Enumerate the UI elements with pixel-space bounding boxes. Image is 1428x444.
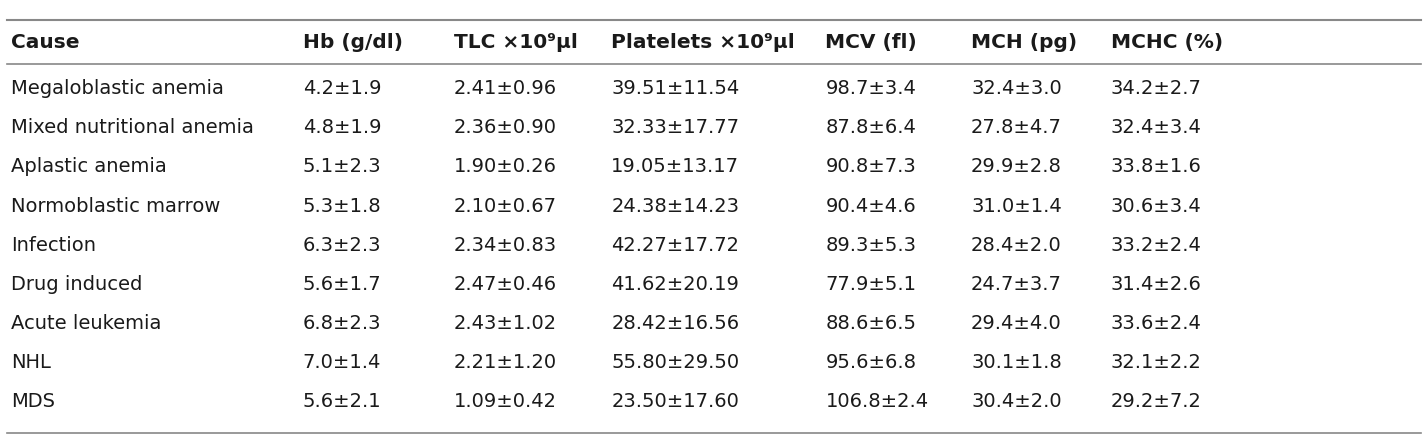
- Text: MCH (pg): MCH (pg): [971, 33, 1077, 52]
- Text: 4.2±1.9: 4.2±1.9: [303, 79, 381, 98]
- Text: 6.3±2.3: 6.3±2.3: [303, 236, 381, 254]
- Text: 2.34±0.83: 2.34±0.83: [454, 236, 557, 254]
- Text: 106.8±2.4: 106.8±2.4: [825, 392, 928, 411]
- Text: Platelets ×10⁹μl: Platelets ×10⁹μl: [611, 33, 795, 52]
- Text: 2.21±1.20: 2.21±1.20: [454, 353, 557, 372]
- Text: 42.27±17.72: 42.27±17.72: [611, 236, 740, 254]
- Text: 2.36±0.90: 2.36±0.90: [454, 119, 557, 137]
- Text: 24.7±3.7: 24.7±3.7: [971, 275, 1062, 293]
- Text: 2.41±0.96: 2.41±0.96: [454, 79, 557, 98]
- Text: 33.2±2.4: 33.2±2.4: [1111, 236, 1202, 254]
- Text: 30.4±2.0: 30.4±2.0: [971, 392, 1061, 411]
- Text: TLC ×10⁹μl: TLC ×10⁹μl: [454, 33, 578, 52]
- Text: 28.42±16.56: 28.42±16.56: [611, 314, 740, 333]
- Text: 29.9±2.8: 29.9±2.8: [971, 158, 1062, 176]
- Text: Infection: Infection: [11, 236, 97, 254]
- Text: 5.1±2.3: 5.1±2.3: [303, 158, 381, 176]
- Text: 19.05±13.17: 19.05±13.17: [611, 158, 740, 176]
- Text: 29.2±7.2: 29.2±7.2: [1111, 392, 1202, 411]
- Text: Hb (g/dl): Hb (g/dl): [303, 33, 403, 52]
- Text: 27.8±4.7: 27.8±4.7: [971, 119, 1062, 137]
- Text: 30.1±1.8: 30.1±1.8: [971, 353, 1062, 372]
- Text: Mixed nutritional anemia: Mixed nutritional anemia: [11, 119, 254, 137]
- Text: 5.6±1.7: 5.6±1.7: [303, 275, 381, 293]
- Text: 6.8±2.3: 6.8±2.3: [303, 314, 381, 333]
- Text: 1.09±0.42: 1.09±0.42: [454, 392, 557, 411]
- Text: Aplastic anemia: Aplastic anemia: [11, 158, 167, 176]
- Text: 29.4±4.0: 29.4±4.0: [971, 314, 1062, 333]
- Text: 95.6±6.8: 95.6±6.8: [825, 353, 917, 372]
- Text: MCHC (%): MCHC (%): [1111, 33, 1224, 52]
- Text: 2.10±0.67: 2.10±0.67: [454, 197, 557, 215]
- Text: 33.6±2.4: 33.6±2.4: [1111, 314, 1202, 333]
- Text: 39.51±11.54: 39.51±11.54: [611, 79, 740, 98]
- Text: MDS: MDS: [11, 392, 56, 411]
- Text: 98.7±3.4: 98.7±3.4: [825, 79, 917, 98]
- Text: 2.43±1.02: 2.43±1.02: [454, 314, 557, 333]
- Text: 32.1±2.2: 32.1±2.2: [1111, 353, 1202, 372]
- Text: 33.8±1.6: 33.8±1.6: [1111, 158, 1202, 176]
- Text: Megaloblastic anemia: Megaloblastic anemia: [11, 79, 224, 98]
- Text: MCV (fl): MCV (fl): [825, 33, 917, 52]
- Text: Cause: Cause: [11, 33, 80, 52]
- Text: 23.50±17.60: 23.50±17.60: [611, 392, 740, 411]
- Text: 41.62±20.19: 41.62±20.19: [611, 275, 740, 293]
- Text: 87.8±6.4: 87.8±6.4: [825, 119, 917, 137]
- Text: 7.0±1.4: 7.0±1.4: [303, 353, 381, 372]
- Text: 77.9±5.1: 77.9±5.1: [825, 275, 917, 293]
- Text: 1.90±0.26: 1.90±0.26: [454, 158, 557, 176]
- Text: 90.4±4.6: 90.4±4.6: [825, 197, 917, 215]
- Text: 5.6±2.1: 5.6±2.1: [303, 392, 381, 411]
- Text: 31.0±1.4: 31.0±1.4: [971, 197, 1062, 215]
- Text: 34.2±2.7: 34.2±2.7: [1111, 79, 1202, 98]
- Text: 88.6±6.5: 88.6±6.5: [825, 314, 917, 333]
- Text: 31.4±2.6: 31.4±2.6: [1111, 275, 1202, 293]
- Text: 5.3±1.8: 5.3±1.8: [303, 197, 381, 215]
- Text: 32.33±17.77: 32.33±17.77: [611, 119, 740, 137]
- Text: 2.47±0.46: 2.47±0.46: [454, 275, 557, 293]
- Text: 89.3±5.3: 89.3±5.3: [825, 236, 917, 254]
- Text: 32.4±3.4: 32.4±3.4: [1111, 119, 1202, 137]
- Text: Normoblastic marrow: Normoblastic marrow: [11, 197, 221, 215]
- Text: NHL: NHL: [11, 353, 51, 372]
- Text: Drug induced: Drug induced: [11, 275, 143, 293]
- Text: 90.8±7.3: 90.8±7.3: [825, 158, 917, 176]
- Text: Acute leukemia: Acute leukemia: [11, 314, 161, 333]
- Text: 28.4±2.0: 28.4±2.0: [971, 236, 1062, 254]
- Text: 4.8±1.9: 4.8±1.9: [303, 119, 381, 137]
- Text: 32.4±3.0: 32.4±3.0: [971, 79, 1062, 98]
- Text: 55.80±29.50: 55.80±29.50: [611, 353, 740, 372]
- Text: 24.38±14.23: 24.38±14.23: [611, 197, 740, 215]
- Text: 30.6±3.4: 30.6±3.4: [1111, 197, 1202, 215]
